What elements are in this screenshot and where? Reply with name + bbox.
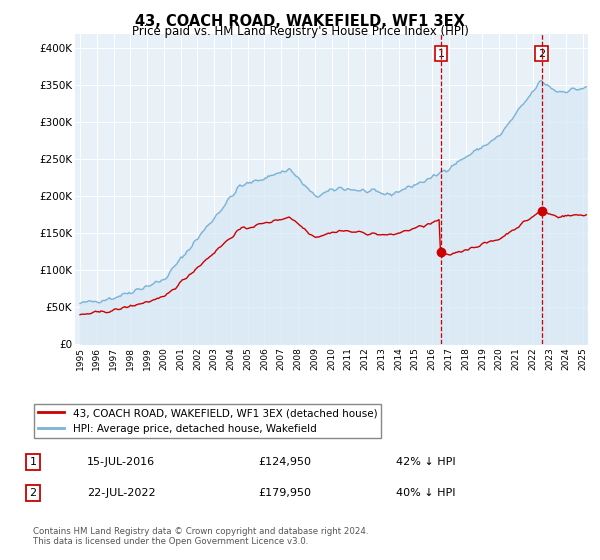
Text: 40% ↓ HPI: 40% ↓ HPI [396,488,455,498]
Text: 1: 1 [437,49,445,59]
Text: 43, COACH ROAD, WAKEFIELD, WF1 3EX: 43, COACH ROAD, WAKEFIELD, WF1 3EX [135,14,465,29]
Text: 2: 2 [29,488,37,498]
Text: 1: 1 [29,457,37,467]
Text: 15-JUL-2016: 15-JUL-2016 [87,457,155,467]
Text: 42% ↓ HPI: 42% ↓ HPI [396,457,455,467]
Text: 22-JUL-2022: 22-JUL-2022 [87,488,155,498]
Legend: 43, COACH ROAD, WAKEFIELD, WF1 3EX (detached house), HPI: Average price, detache: 43, COACH ROAD, WAKEFIELD, WF1 3EX (deta… [34,404,382,438]
Text: £124,950: £124,950 [258,457,311,467]
Text: Contains HM Land Registry data © Crown copyright and database right 2024.
This d: Contains HM Land Registry data © Crown c… [33,526,368,546]
Text: Price paid vs. HM Land Registry's House Price Index (HPI): Price paid vs. HM Land Registry's House … [131,25,469,38]
Text: £179,950: £179,950 [258,488,311,498]
Text: 2: 2 [538,49,545,59]
